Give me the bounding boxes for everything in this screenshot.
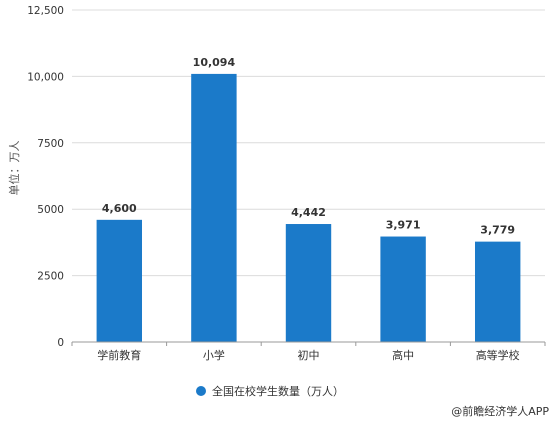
x-tick-label: 高中 [392, 348, 414, 362]
bars [96, 73, 521, 343]
y-axis-label: 单位：万人 [8, 140, 21, 196]
bar-data-label: 4,442 [291, 206, 326, 219]
y-tick-label: 10,000 [27, 71, 64, 83]
y-axis-ticks: 0 2500 5000 7500 10,000 12,500 [27, 5, 64, 349]
legend-marker [196, 386, 206, 396]
x-tick-label: 学前教育 [97, 348, 141, 362]
source-credit: @前瞻经济学人APP [451, 405, 549, 418]
x-tick-label: 初中 [298, 348, 320, 362]
x-tick-label: 小学 [203, 348, 225, 362]
bar-data-label: 3,779 [480, 224, 515, 237]
y-tick-label: 12,500 [27, 5, 64, 17]
x-axis-ticks: 学前教育 小学 初中 高中 高等学校 [71, 342, 546, 362]
legend-label: 全国在校学生数量（万人） [212, 385, 344, 398]
y-tick-label: 0 [57, 337, 64, 349]
bar-data-labels: 4,600 10,094 4,442 3,971 3,779 [102, 56, 515, 237]
grid-lines [72, 9, 545, 277]
bar [191, 73, 237, 343]
bar [380, 236, 426, 342]
y-tick-label: 2500 [37, 271, 64, 283]
bar [96, 219, 143, 342]
bar [285, 224, 332, 342]
x-tick-label: 高等学校 [476, 348, 520, 362]
bar-data-label: 4,600 [102, 202, 137, 215]
bar [474, 241, 521, 342]
legend: 全国在校学生数量（万人） [196, 382, 344, 400]
y-tick-label: 5000 [37, 204, 64, 216]
bar-data-label: 10,094 [193, 56, 236, 69]
y-tick-label: 7500 [37, 138, 64, 150]
bar-data-label: 3,971 [386, 219, 421, 232]
